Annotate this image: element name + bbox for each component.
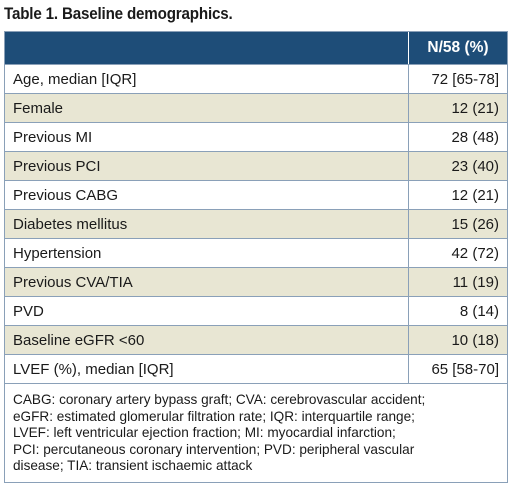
row-value: 65 [58-70] [431,360,499,378]
table-header-row: N/58 (%) [5,32,507,64]
row-value: 10 (18) [451,331,499,349]
table-row: Previous CABG 12 (21) [5,180,507,209]
header-label-cell [5,32,409,64]
row-label: Female [5,94,409,122]
table-footnote: CABG: coronary artery bypass graft; CVA:… [5,383,507,482]
row-label: PVD [5,297,409,325]
row-value: 42 (72) [451,244,499,262]
table-row: Previous PCI 23 (40) [5,151,507,180]
footnote-line: disease; TIA: transient ischaemic attack [13,458,253,473]
row-label: Diabetes mellitus [5,210,409,238]
row-value: 15 (26) [451,215,499,233]
table-row: Previous MI 28 (48) [5,122,507,151]
footnote-line: eGFR: estimated glomerular filtration ra… [13,408,415,424]
row-label: Previous PCI [5,152,409,180]
table-row: LVEF (%), median [IQR] 65 [58-70] [5,354,507,383]
header-value-cell: N/58 (%) [427,39,489,56]
table-row: Hypertension 42 (72) [5,238,507,267]
footnote-line: PCI: percutaneous coronary intervention;… [13,441,415,457]
row-value: 12 (21) [451,99,499,117]
table-row: Baseline eGFR <60 10 (18) [5,325,507,354]
footnote-line: LVEF: left ventricular ejection fraction… [13,425,396,440]
row-label: Previous CVA/TIA [5,268,409,296]
row-label: Previous MI [5,123,409,151]
row-value: 11 (19) [452,273,499,291]
row-label: Age, median [IQR] [5,65,409,93]
row-label: Previous CABG [5,181,409,209]
row-label: Hypertension [5,239,409,267]
table-row: Age, median [IQR] 72 [65-78] [5,64,507,93]
table-row: Previous CVA/TIA 11 (19) [5,267,507,296]
row-value: 12 (21) [451,186,499,204]
table-row: Diabetes mellitus 15 (26) [5,209,507,238]
row-label: LVEF (%), median [IQR] [5,355,409,383]
table-title: Table 1. Baseline demographics. [4,5,233,23]
table-row: PVD 8 (14) [5,296,507,325]
demographics-table: N/58 (%) Age, median [IQR] 72 [65-78] Fe… [4,31,508,483]
row-value: 8 (14) [459,302,499,320]
footnote-line: CABG: coronary artery bypass graft; CVA:… [13,392,426,407]
row-value: 72 [65-78] [431,70,499,88]
row-value: 28 (48) [451,128,499,146]
row-value: 23 (40) [451,157,499,175]
row-label: Baseline eGFR <60 [5,326,409,354]
table-row: Female 12 (21) [5,93,507,122]
